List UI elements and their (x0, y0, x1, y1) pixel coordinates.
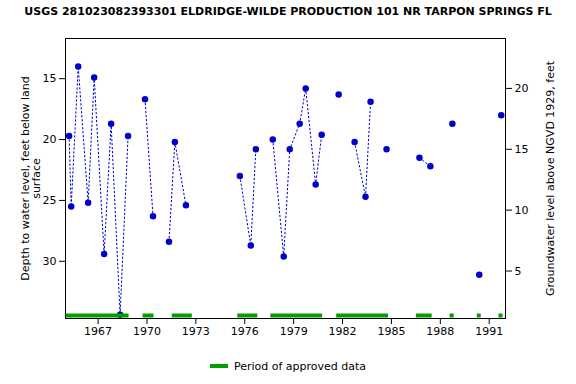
svg-text:30: 30 (43, 255, 57, 268)
svg-text:1988: 1988 (426, 325, 454, 338)
svg-text:Groundwater level above NGVD 1: Groundwater level above NGVD 1929, feet (544, 60, 557, 296)
svg-text:1973: 1973 (182, 325, 210, 338)
svg-text:Depth to water level, feet bel: Depth to water level, feet below landsur… (19, 76, 43, 281)
svg-text:10: 10 (515, 204, 529, 217)
svg-text:25: 25 (43, 194, 57, 207)
svg-text:20: 20 (43, 133, 57, 146)
svg-text:1970: 1970 (133, 325, 161, 338)
svg-text:15: 15 (515, 143, 529, 156)
svg-text:1979: 1979 (280, 325, 308, 338)
svg-text:1976: 1976 (231, 325, 259, 338)
svg-text:15: 15 (43, 72, 57, 85)
svg-text:1985: 1985 (377, 325, 405, 338)
svg-text:1967: 1967 (84, 325, 112, 338)
svg-text:1991: 1991 (475, 325, 503, 338)
svg-text:5: 5 (515, 265, 522, 278)
html-text:Period of approved data: Period of approved data (233, 359, 367, 373)
svg-text:20: 20 (515, 82, 529, 95)
svg-text:1982: 1982 (329, 325, 357, 338)
html-text:USGS 281023082393301 ELDRIDGE-: USGS 281023082393301 ELDRIDGE-WILDE PROD… (24, 5, 552, 18)
